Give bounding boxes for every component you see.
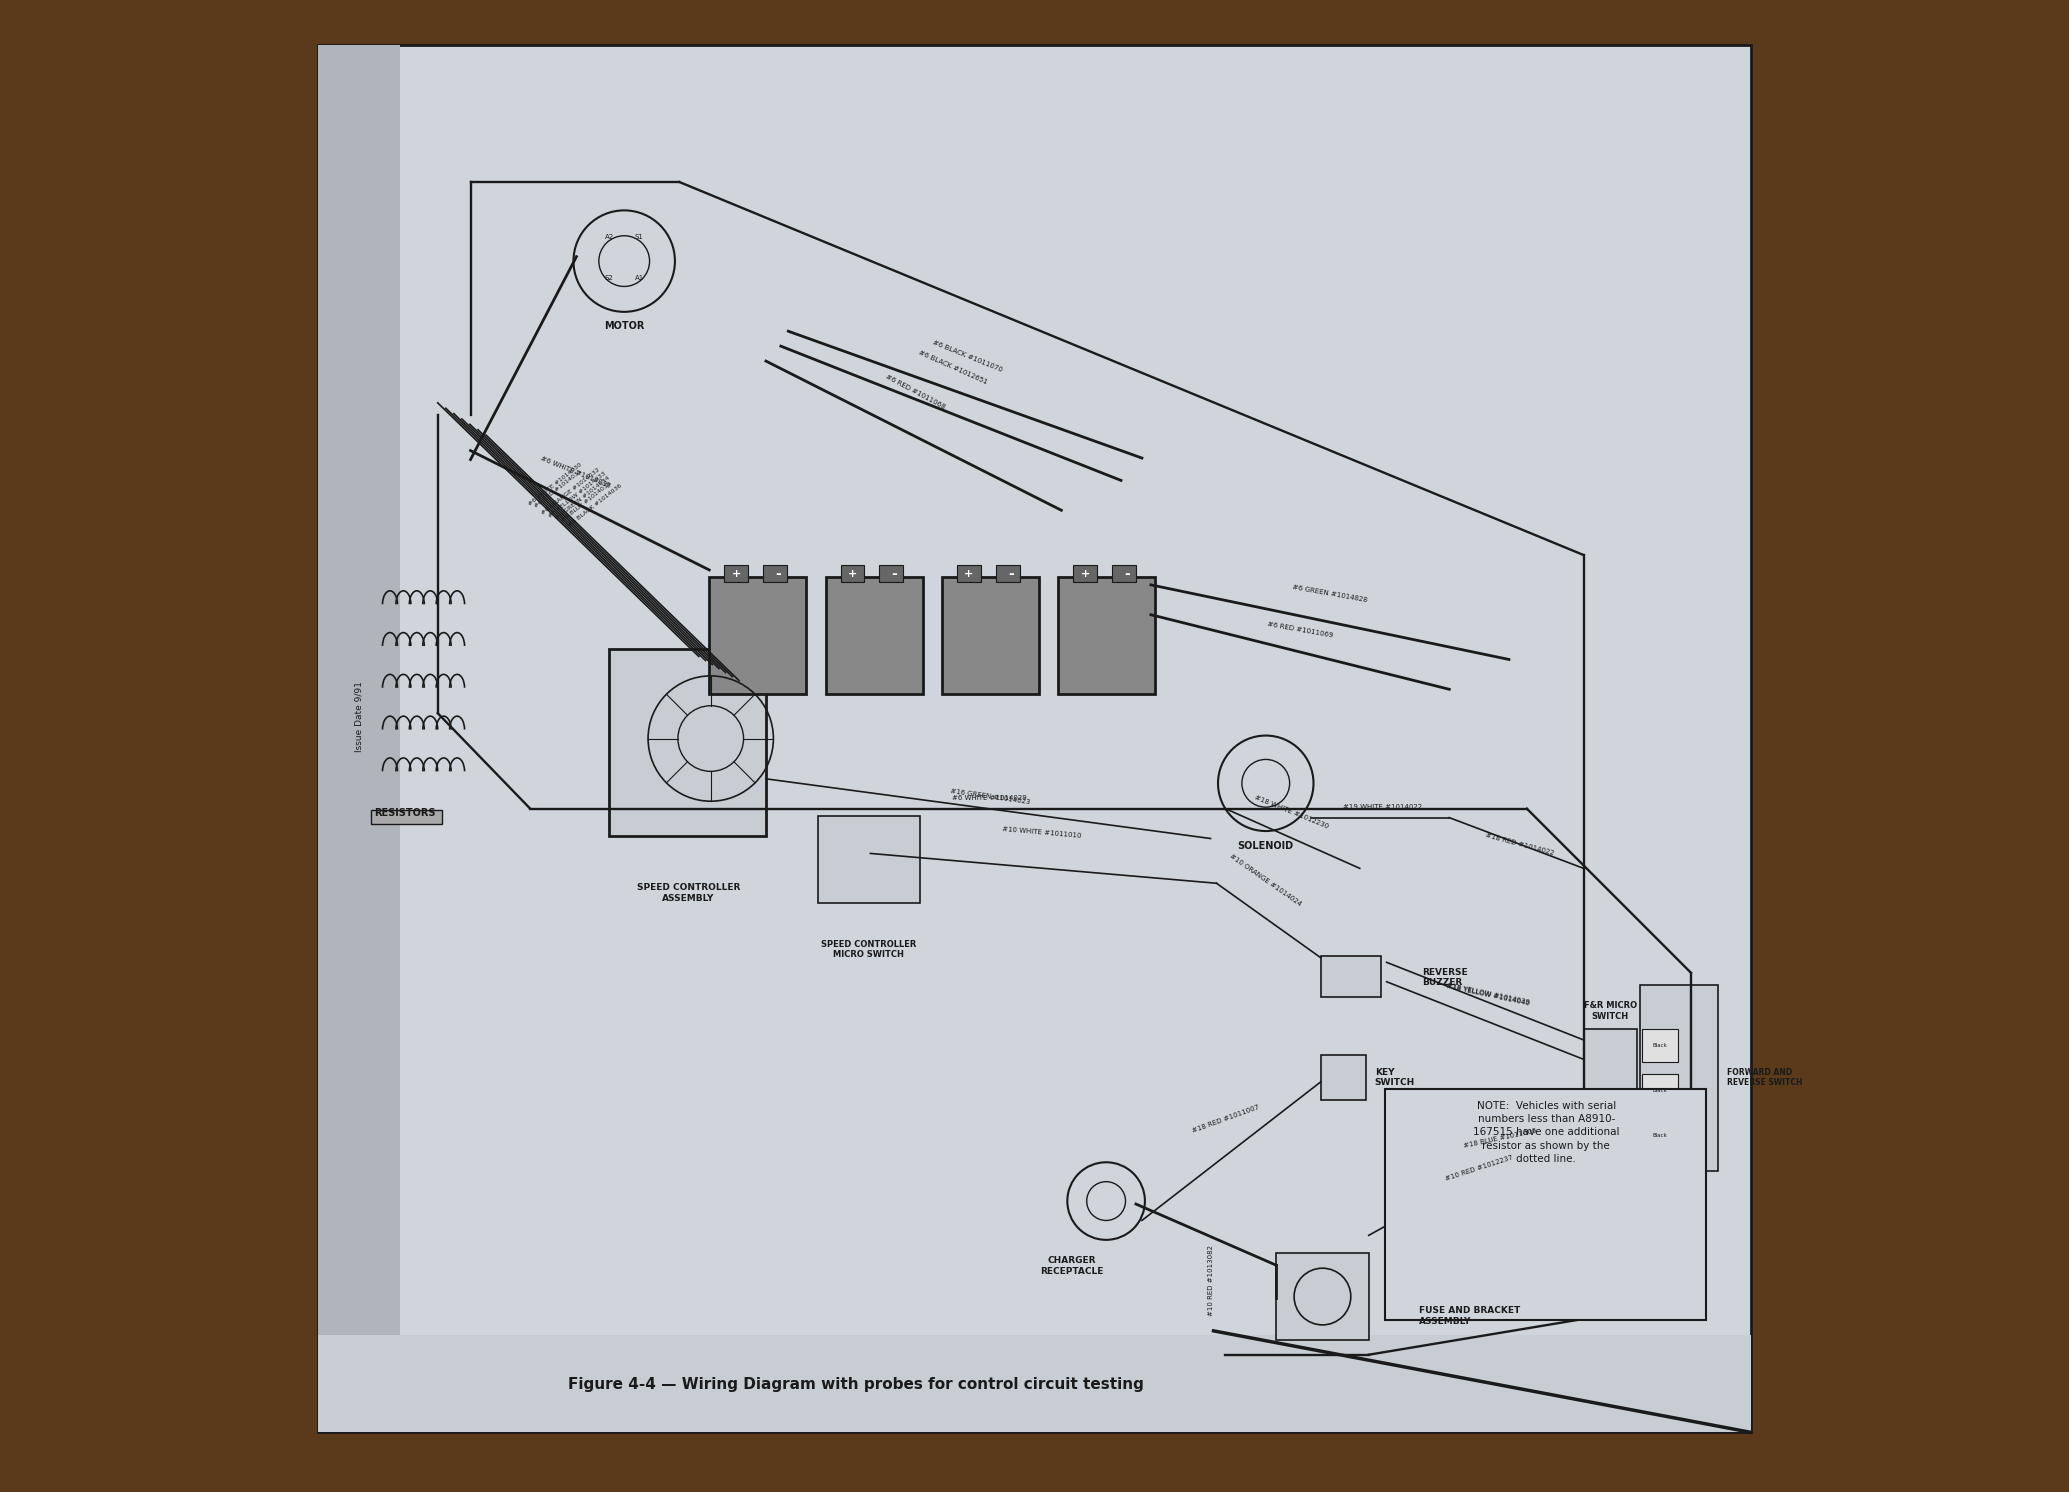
Text: #6 GREEN #1014034: #6 GREEN #1014034	[554, 476, 610, 521]
Bar	[1641, 1119, 1678, 1152]
Text: -: -	[1123, 567, 1130, 582]
Bar	[319, 1335, 1750, 1432]
Text: +: +	[848, 570, 857, 579]
Text: #10 ORANGE #1014024: #10 ORANGE #1014024	[1229, 853, 1303, 907]
Text: +: +	[1080, 570, 1090, 579]
Text: #18 RED #1014022: #18 RED #1014022	[1483, 833, 1554, 856]
Text: -: -	[892, 567, 898, 582]
Bar	[1641, 985, 1717, 1171]
Text: MOTOR: MOTOR	[604, 321, 643, 331]
Text: #10 WHITE #1011010: #10 WHITE #1011010	[1001, 825, 1082, 839]
Text: A2: A2	[604, 234, 614, 240]
Text: #10 RED #1012237: #10 RED #1012237	[1444, 1153, 1515, 1182]
Text: -: -	[776, 567, 780, 582]
Text: A1: A1	[635, 276, 643, 282]
Text: #6 BLUE #1014035: #6 BLUE #1014035	[561, 480, 612, 522]
Bar	[1641, 1029, 1678, 1062]
Text: #6 ORANGE #1014032: #6 ORANGE #1014032	[540, 467, 600, 516]
Bar	[1320, 956, 1380, 997]
Text: +: +	[732, 570, 741, 579]
Text: #6 RED #1011069: #6 RED #1011069	[1266, 621, 1332, 639]
Text: #6 WHITE #1014038: #6 WHITE #1014038	[540, 455, 610, 489]
Bar	[1583, 1029, 1637, 1116]
Text: Figure 4-4 — Wiring Diagram with probes for control circuit testing: Figure 4-4 — Wiring Diagram with probes …	[567, 1377, 1144, 1392]
Bar	[1277, 1253, 1370, 1340]
Bar	[941, 577, 1039, 694]
Bar	[1111, 565, 1136, 582]
Text: REVERSE
BUZZER: REVERSE BUZZER	[1421, 967, 1469, 988]
Text: #18 RED #1011007: #18 RED #1011007	[1192, 1104, 1260, 1134]
Text: #6 GREEN #1014828: #6 GREEN #1014828	[1291, 583, 1368, 603]
Bar	[1320, 1055, 1366, 1100]
Text: #18 BLUE #1011006: #18 BLUE #1011006	[1463, 1128, 1537, 1149]
Text: #19 WHITE #1014022: #19 WHITE #1014022	[1343, 804, 1421, 810]
Text: #6 BLACK #1011070: #6 BLACK #1011070	[931, 339, 1003, 373]
Text: #18 WHITE #1012230: #18 WHITE #1012230	[1254, 794, 1328, 830]
Text: +: +	[964, 570, 974, 579]
Text: SOLENOID: SOLENOID	[1237, 841, 1293, 852]
Bar	[826, 577, 923, 694]
Text: #18 YELLOW #1014040: #18 YELLOW #1014040	[1446, 983, 1531, 1007]
Bar	[1059, 577, 1155, 694]
Bar	[958, 565, 981, 582]
Text: Black: Black	[1653, 1132, 1668, 1138]
Text: SPEED CONTROLLER
ASSEMBLY: SPEED CONTROLLER ASSEMBLY	[637, 883, 741, 903]
Text: #6 YELLOW #1014033: #6 YELLOW #1014033	[548, 471, 606, 519]
Bar	[1641, 1074, 1678, 1107]
Text: #16 GREEN #1014023: #16 GREEN #1014023	[950, 788, 1030, 806]
Text: #18 YELLOW #1014039: #18 YELLOW #1014039	[1446, 982, 1531, 1006]
Text: FORWARD AND
REVERSE SWITCH: FORWARD AND REVERSE SWITCH	[1728, 1067, 1802, 1088]
Bar	[1074, 565, 1097, 582]
Text: #6 RED #1014031: #6 RED #1014031	[534, 468, 583, 509]
Bar	[608, 649, 766, 836]
Bar	[840, 565, 865, 582]
Bar	[817, 816, 919, 903]
Bar	[319, 45, 401, 1432]
Bar	[710, 577, 807, 694]
Text: Black: Black	[1653, 1088, 1668, 1094]
Text: SPEED CONTROLLER
MICRO SWITCH: SPEED CONTROLLER MICRO SWITCH	[821, 940, 917, 959]
Text: NOTE:  Vehicles with serial
numbers less than A8910-
167515 have one additional
: NOTE: Vehicles with serial numbers less …	[1473, 1101, 1620, 1164]
Bar	[763, 565, 786, 582]
Bar	[724, 565, 749, 582]
Text: F&R MICRO
SWITCH: F&R MICRO SWITCH	[1585, 1001, 1637, 1021]
Text: Black: Black	[1653, 1043, 1668, 1049]
Text: #6 BLACK #1012651: #6 BLACK #1012651	[917, 349, 987, 385]
Text: KEY
SWITCH: KEY SWITCH	[1374, 1067, 1415, 1088]
Bar	[995, 565, 1020, 582]
Bar	[370, 810, 443, 824]
Text: -: -	[1008, 567, 1014, 582]
Bar	[1384, 1089, 1707, 1320]
Text: #10 RED #1013082: #10 RED #1013082	[1208, 1244, 1215, 1316]
Text: Issue Date 9/91: Issue Date 9/91	[354, 680, 364, 752]
Text: #6 RED #1011068: #6 RED #1011068	[883, 373, 946, 410]
Text: CHARGER
RECEPTACLE: CHARGER RECEPTACLE	[1041, 1256, 1103, 1276]
Text: #6 BLACK #1014036: #6 BLACK #1014036	[567, 483, 623, 527]
Text: #6 WHITE #1014030: #6 WHITE #1014030	[528, 463, 583, 507]
Text: S2: S2	[604, 276, 614, 282]
Text: FUSE AND BRACKET
ASSEMBLY: FUSE AND BRACKET ASSEMBLY	[1419, 1306, 1521, 1326]
Text: S1: S1	[635, 234, 643, 240]
Text: #6 WHITE #1014029: #6 WHITE #1014029	[952, 795, 1026, 801]
Bar	[879, 565, 904, 582]
Text: RESISTORS: RESISTORS	[374, 809, 437, 818]
